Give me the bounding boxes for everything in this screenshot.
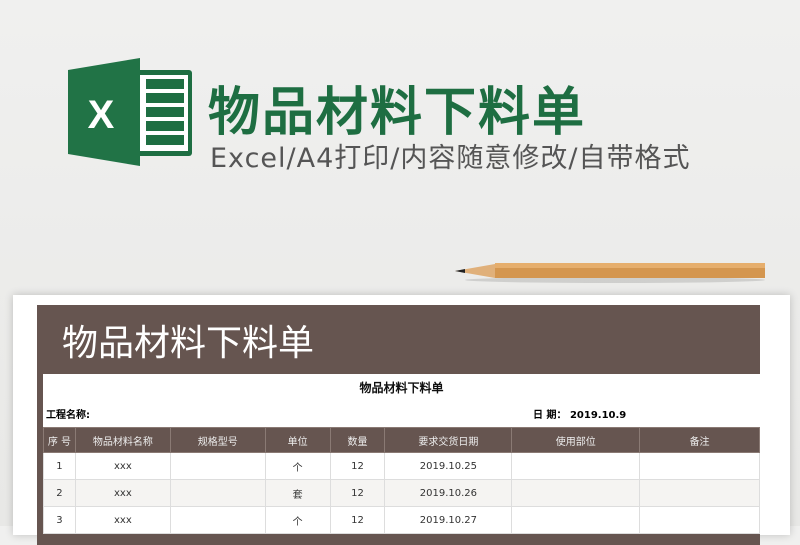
table-cell[interactable]: 个 (264, 452, 331, 480)
table-cell[interactable] (639, 479, 760, 507)
col-header: 数量 (329, 427, 386, 453)
col-header: 要求交货日期 (384, 427, 513, 453)
table-cell[interactable] (639, 452, 760, 480)
table-cell[interactable]: xxx (74, 452, 171, 480)
project-name-label: 工程名称: (46, 410, 90, 421)
table-cell[interactable] (169, 452, 266, 480)
table-cell[interactable]: 1 (43, 452, 76, 480)
table-cell[interactable] (511, 479, 641, 507)
table-cell[interactable]: 2019.10.25 (384, 452, 513, 480)
table-cell[interactable] (511, 506, 641, 534)
table-header-row: 序 号 物品材料名称 规格型号 单位 数量 要求交货日期 使用部位 备注 (43, 427, 760, 453)
excel-logo-icon: X (68, 58, 192, 166)
table-cell[interactable] (511, 452, 641, 480)
table-cell[interactable] (169, 506, 266, 534)
col-header: 单位 (264, 427, 331, 453)
table-cell[interactable]: 2 (43, 479, 76, 507)
table-row: 1 xxx 个 12 2019.10.25 (43, 452, 760, 480)
table-cell[interactable] (639, 506, 760, 534)
col-header: 序 号 (43, 427, 76, 453)
table-cell[interactable]: 12 (329, 506, 386, 534)
form-title: 物品材料下料单 (359, 381, 444, 395)
pencil-icon (455, 263, 765, 283)
svg-text:X: X (88, 93, 115, 137)
sheet-banner-title: 物品材料下料单 (62, 323, 315, 364)
table-row: 3 xxx 个 12 2019.10.27 (43, 506, 760, 534)
table-cell[interactable]: 12 (329, 452, 386, 480)
table-cell[interactable]: 2019.10.27 (384, 506, 513, 534)
hero-subtitle: Excel/A4打印/内容随意修改/自带格式 (210, 143, 691, 174)
table-cell[interactable]: xxx (74, 506, 171, 534)
date-label: 日 期： 2019.10.9 (533, 410, 627, 421)
col-header: 使用部位 (511, 427, 641, 453)
col-header: 规格型号 (169, 427, 266, 453)
table-cell[interactable]: 12 (329, 479, 386, 507)
table-cell[interactable]: xxx (74, 479, 171, 507)
table-cell[interactable]: 套 (264, 479, 331, 507)
col-header: 备注 (639, 427, 760, 453)
table-cell[interactable] (169, 479, 266, 507)
table-row: 2 xxx 套 12 2019.10.26 (43, 479, 760, 507)
table-cell[interactable]: 3 (43, 506, 76, 534)
hero-title: 物品材料下料单 (208, 83, 587, 143)
spreadsheet: 物品材料下料单 工程名称: 日 期： 2019.10.9 序 号 物品材料名称 … (43, 374, 760, 534)
materials-table: 序 号 物品材料名称 规格型号 单位 数量 要求交货日期 使用部位 备注 1 xx… (43, 427, 760, 534)
table-cell[interactable]: 2019.10.26 (384, 479, 513, 507)
table-cell[interactable]: 个 (264, 506, 331, 534)
col-header: 物品材料名称 (74, 427, 171, 453)
